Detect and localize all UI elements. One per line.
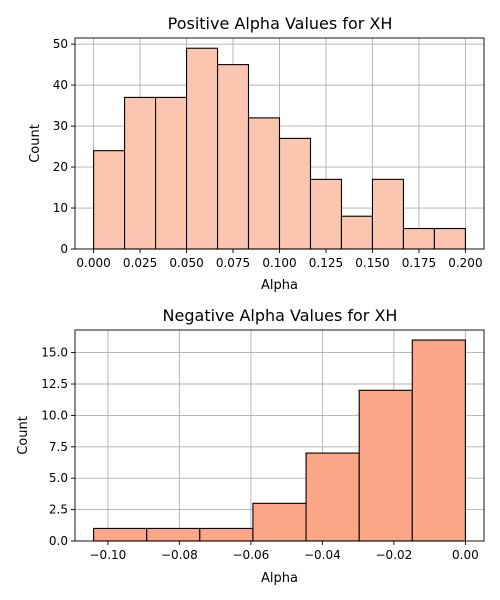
histogram-bar — [155, 96, 188, 250]
histogram-bar — [124, 96, 157, 250]
x-tick-label: 0.00 — [452, 548, 479, 562]
x-tick-label: −0.06 — [233, 548, 270, 562]
y-tick-label: 20 — [53, 160, 68, 174]
x-tick-label: 0.125 — [309, 256, 343, 270]
histogram-bar — [278, 137, 312, 250]
y-tick-label: 0.0 — [49, 534, 68, 548]
histogram-bar — [371, 178, 404, 250]
y-tick-label: 15.0 — [41, 346, 68, 360]
histogram-bar — [305, 452, 360, 542]
y-tick-label: 0 — [60, 242, 68, 256]
x-tick-label: 0.175 — [402, 256, 436, 270]
histogram-bar — [340, 215, 374, 250]
y-tick-label: 7.5 — [49, 440, 68, 454]
y-ticks: 0 10 20 30 40 50 — [53, 37, 75, 256]
histogram-bar — [252, 502, 307, 542]
x-tick-label: −0.10 — [90, 548, 127, 562]
x-tick-label: 0.050 — [169, 256, 203, 270]
y-tick-label: 5.0 — [49, 471, 68, 485]
x-tick-label: 0.200 — [448, 256, 482, 270]
histogram-bar — [411, 339, 466, 542]
x-ticks: −0.10 −0.08 −0.06 −0.04 −0.02 0.00 — [90, 541, 479, 562]
y-tick-label: 10.0 — [41, 408, 68, 422]
positive-alpha-histogram: Positive Alpha Values for XH 0.000 0.025 0… — [28, 14, 485, 293]
y-tick-label: 30 — [53, 119, 68, 133]
histogram-bar — [216, 64, 250, 250]
x-tick-label: −0.08 — [161, 548, 198, 562]
histogram-bar — [247, 117, 281, 250]
bars — [93, 47, 466, 250]
x-tick-label: 0.100 — [262, 256, 296, 270]
histogram-bar — [402, 227, 435, 250]
y-ticks: 0.0 2.5 5.0 7.5 10.0 12.5 15.0 — [41, 346, 75, 548]
chart-title: Negative Alpha Values for XH — [163, 306, 398, 325]
x-tick-label: 0.150 — [355, 256, 389, 270]
x-tick-label: 0.075 — [216, 256, 250, 270]
y-tick-label: 10 — [53, 201, 68, 215]
y-tick-label: 12.5 — [41, 377, 68, 391]
y-axis-label: Count — [16, 416, 31, 455]
y-tick-label: 50 — [53, 37, 68, 51]
y-tick-label: 40 — [53, 78, 68, 92]
x-tick-label: 0.025 — [123, 256, 157, 270]
histogram-bar — [185, 47, 219, 250]
x-tick-label: −0.02 — [376, 548, 413, 562]
x-axis-label: Alpha — [261, 278, 298, 293]
y-axis-label: Count — [28, 124, 43, 163]
bars — [93, 339, 466, 542]
histogram-bar — [146, 527, 201, 542]
histogram-bar — [93, 150, 126, 250]
plot-frame — [74, 329, 485, 542]
x-tick-label: 0.000 — [76, 256, 110, 270]
histogram-bar — [358, 389, 413, 542]
x-ticks: 0.000 0.025 0.050 0.075 0.100 0.125 0.150 0.175… — [76, 249, 483, 270]
histogram-bar — [433, 227, 466, 250]
y-tick-label: 2.5 — [49, 503, 68, 517]
histogram-bar — [199, 527, 254, 542]
histogram-bar — [93, 527, 148, 542]
x-tick-label: −0.04 — [304, 548, 341, 562]
chart-title: Positive Alpha Values for XH — [168, 14, 393, 33]
x-axis-label: Alpha — [261, 571, 298, 586]
negative-alpha-histogram: Negative Alpha Values for XH −0.10 −0.08−… — [16, 306, 485, 586]
histogram-bar — [309, 178, 343, 250]
